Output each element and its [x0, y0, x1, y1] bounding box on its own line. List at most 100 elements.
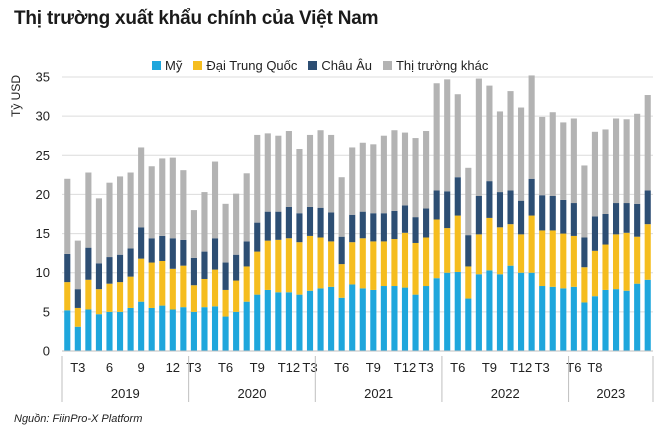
bar-segment-eu: [296, 213, 303, 243]
bar-segment-us: [169, 309, 176, 351]
bar-segment-china: [264, 240, 271, 290]
y-tick-label: 10: [36, 265, 50, 280]
bar-segment-us: [285, 292, 292, 351]
x-tick-label: T6: [218, 360, 233, 375]
bar-segment-other: [486, 85, 493, 182]
y-tick-label: 20: [36, 187, 50, 202]
legend-swatch-us: [152, 60, 161, 70]
bar-segment-other: [296, 149, 303, 214]
bar-segment-china: [95, 289, 102, 315]
bar-segment-us: [496, 274, 504, 351]
bar-segment-other: [306, 134, 314, 207]
bar-segment-us: [602, 289, 609, 351]
bar-segment-other: [127, 172, 134, 249]
bar-segment-other: [138, 147, 145, 228]
x-tick-label: T3: [302, 360, 317, 375]
bar-segment-china: [634, 236, 641, 284]
legend-label-eu: Châu Âu: [321, 57, 372, 73]
source-note: Nguồn: FiinPro-X Platform: [14, 413, 143, 425]
legend-item-eu: Châu Âu: [308, 58, 372, 73]
bar-segment-eu: [528, 178, 535, 216]
x-tick-label: 9: [138, 360, 145, 375]
bar-segment-us: [264, 289, 271, 351]
bar-segment-china: [127, 276, 134, 308]
bar-segment-us: [349, 284, 356, 351]
bar-segment-china: [359, 238, 366, 289]
bar-segment-eu: [306, 206, 314, 236]
bar-segment-us: [254, 294, 261, 351]
chart-title: Thị trường xuất khẩu chính của Việt Nam: [14, 8, 379, 29]
bar-segment-other: [496, 111, 504, 193]
bar-segment-us: [486, 270, 493, 351]
bar-segment-eu: [85, 247, 92, 280]
bar-segment-china: [138, 258, 145, 302]
bar-segment-eu: [201, 251, 208, 279]
bar-segment-other: [180, 170, 187, 240]
x-tick-label: 6: [106, 360, 113, 375]
bar-segment-other: [528, 75, 535, 179]
bar-segment-eu: [581, 237, 588, 268]
bar-segment-eu: [180, 239, 187, 266]
bar-segment-eu: [518, 200, 525, 235]
bar-segment-us: [380, 286, 387, 351]
legend-swatch-other: [382, 60, 392, 70]
bar-segment-us: [222, 316, 229, 351]
bar-segment-other: [602, 129, 609, 214]
bar-segment-us: [148, 307, 155, 351]
bar-segment-other: [475, 78, 482, 196]
bar-segment-china: [644, 224, 651, 280]
bar-segment-other: [412, 138, 419, 218]
bar-segment-other: [190, 210, 197, 258]
bar-segment-eu: [496, 192, 504, 228]
bar-segment-us: [116, 311, 124, 351]
bar-segment-eu: [127, 248, 134, 277]
bar-segment-other: [85, 172, 92, 248]
y-tick-label: 30: [36, 109, 50, 124]
bar-segment-other: [159, 158, 166, 236]
bar-segment-eu: [116, 254, 124, 283]
bar-segment-eu: [634, 203, 641, 237]
bar-segment-other: [74, 240, 81, 290]
legend-item-us: Mỹ: [152, 58, 182, 73]
bar-segment-china: [560, 233, 567, 289]
bar-segment-us: [275, 292, 282, 351]
bar-segment-us: [306, 290, 314, 351]
bar-segment-other: [465, 167, 472, 236]
bar-segment-eu: [222, 262, 229, 290]
bar-segment-us: [370, 289, 377, 351]
bar-segment-china: [486, 217, 493, 271]
bar-segment-china: [116, 282, 124, 312]
bar-segment-us: [549, 286, 556, 351]
bar-segment-eu: [285, 206, 292, 239]
year-label: 2021: [364, 386, 393, 401]
bar-segment-other: [233, 193, 240, 255]
chart-legend: Mỹ Đại Trung Quốc Châu Âu Thị trường khá…: [152, 56, 499, 74]
bar-segment-us: [539, 286, 546, 351]
bar-segment-eu: [433, 190, 440, 220]
bar-segment-eu: [486, 181, 493, 218]
bar-segment-us: [518, 272, 525, 351]
bar-segment-us: [507, 265, 514, 351]
bar-segment-china: [233, 280, 240, 312]
bar-segment-other: [264, 133, 271, 212]
year-label: 2022: [491, 386, 520, 401]
bar-segment-other: [401, 132, 409, 206]
bar-segment-us: [328, 286, 335, 351]
bar-segment-us: [201, 307, 208, 351]
bar-segment-china: [275, 239, 282, 293]
bar-segment-other: [201, 192, 208, 252]
bar-segment-other: [549, 112, 556, 196]
legend-item-china: Đại Trung Quốc: [193, 58, 297, 73]
bar-segment-other: [285, 131, 292, 207]
bar-segment-china: [349, 242, 356, 285]
bar-segment-eu: [570, 203, 577, 236]
bar-segment-china: [159, 260, 166, 306]
bar-segment-other: [359, 142, 366, 212]
bar-segment-eu: [423, 208, 430, 238]
bar-segment-eu: [465, 235, 472, 267]
bar-segment-us: [560, 288, 567, 351]
bar-segment-us: [391, 286, 398, 351]
bar-segment-us: [454, 271, 461, 351]
x-tick-label: T6: [450, 360, 465, 375]
